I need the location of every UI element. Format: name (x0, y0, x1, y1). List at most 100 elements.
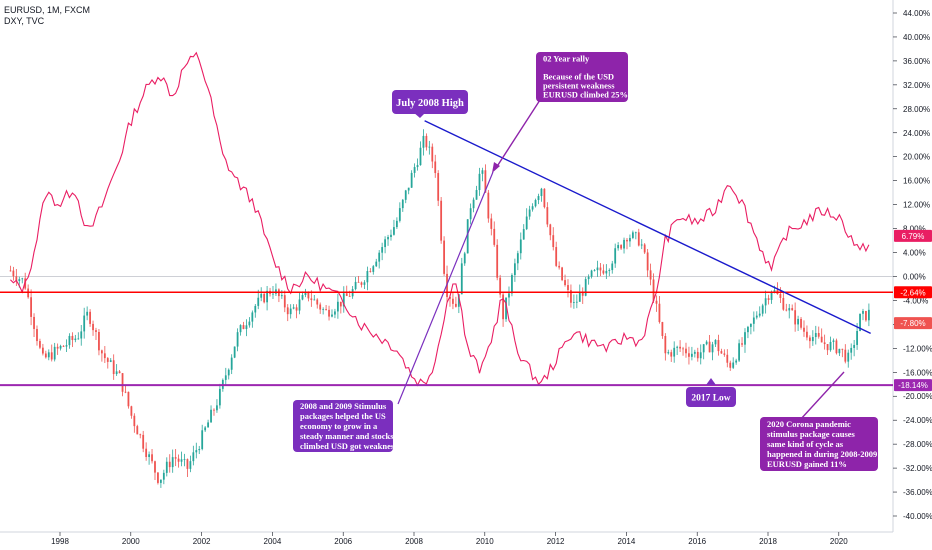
annotation-low-2017[interactable]: 2017 Low (686, 387, 736, 407)
candle-body (770, 291, 773, 300)
candle-body (292, 307, 295, 309)
rally-arrow (495, 99, 541, 169)
candle-body (357, 281, 360, 283)
candle-body (617, 245, 620, 249)
candle-body (218, 388, 221, 406)
dxy-last-badge-box (894, 229, 932, 242)
dxy-last-badge-text: 6.79% (902, 232, 925, 241)
candle-body (670, 352, 673, 357)
candle-body (661, 322, 664, 336)
annotation-line: steady manner and stocks (300, 431, 394, 441)
y-tick-label: 40.00% (903, 33, 930, 42)
candle-body (422, 135, 425, 148)
y-tick-label: -36.00% (903, 488, 932, 497)
candle-body (552, 235, 555, 248)
candle-body (493, 228, 496, 245)
candle-body (189, 461, 192, 469)
candle-body (9, 270, 12, 272)
candle-body (162, 472, 165, 480)
y-tick-label: 4.00% (903, 249, 926, 258)
candle-body (112, 360, 115, 375)
y-axis[interactable]: 44.00% 40.00% 36.00% 32.00% 28.00% 24.00% 20.0… (893, 9, 932, 521)
symbol-label[interactable]: EURUSD, 1M, FXCM (4, 5, 91, 15)
candle-body (62, 345, 65, 347)
x-tick-label: 2008 (405, 537, 423, 546)
candle-body (755, 315, 758, 318)
annotation-box (760, 417, 878, 471)
candle-body (823, 342, 826, 345)
annotation-july-high[interactable]: July 2008 High (392, 90, 468, 114)
candle-body (528, 209, 531, 217)
candle-body (611, 263, 614, 271)
annotation-rally[interactable]: 02 Year rally Because of the USDpersisten… (536, 52, 628, 102)
candle-body (375, 261, 378, 267)
annotation-line: same kind of cycle as (767, 439, 844, 449)
candle-body (867, 309, 870, 321)
candle-body (685, 348, 687, 354)
dxy-last-badge[interactable]: 6.79% (894, 229, 932, 242)
y-tick-label: -20.00% (903, 392, 932, 401)
annotation-line: stimulus package causes (767, 429, 856, 439)
candle-body (646, 252, 649, 271)
candle-body (369, 271, 372, 272)
candle-body (596, 267, 599, 271)
candle-body (490, 218, 493, 229)
candle-body (425, 135, 428, 148)
candle-body (440, 200, 443, 241)
candle-body (148, 454, 150, 458)
candle-body (605, 270, 608, 274)
candle-body (363, 282, 366, 285)
candle-body (395, 220, 398, 228)
candle-body (56, 346, 59, 349)
candle-body (540, 188, 543, 197)
candle-body (516, 253, 519, 264)
red-level-badge-box (894, 286, 932, 299)
candle-body (106, 358, 109, 362)
candle-body (77, 338, 80, 340)
candle-body (98, 331, 100, 351)
candle-body (53, 346, 56, 360)
dxy-series-line[interactable] (10, 51, 870, 387)
candle-body (210, 409, 212, 423)
candle-body (452, 298, 454, 304)
candle-body (378, 252, 381, 262)
candle-body (307, 291, 310, 299)
downtrend-line[interactable] (424, 120, 871, 334)
purple-level-badge[interactable]: -18.14% (894, 379, 932, 392)
x-tick-label: 2018 (759, 537, 777, 546)
x-tick-label: 2014 (618, 537, 636, 546)
candle-body (322, 309, 325, 310)
candle-body (469, 208, 472, 220)
candle-body (103, 353, 106, 359)
candle-body (499, 277, 502, 295)
candle-body (339, 301, 342, 307)
x-tick-label: 2002 (193, 537, 211, 546)
candle-body (254, 305, 257, 313)
candle-body (227, 369, 230, 376)
candle-body (157, 472, 159, 483)
candle-body (814, 333, 817, 338)
eurusd-last-badge[interactable]: -7.80% (894, 317, 932, 330)
candle-body (850, 347, 853, 353)
eurusd-last-badge-text: -7.80% (900, 319, 925, 328)
candle-body (192, 452, 195, 462)
candle-body (443, 240, 445, 274)
candle-body (59, 345, 62, 349)
candle-body (272, 293, 274, 295)
candle-body (797, 318, 799, 325)
candle-body (481, 170, 484, 174)
candle-body (431, 146, 434, 162)
candle-body (508, 293, 510, 298)
x-tick-label: 2006 (334, 537, 352, 546)
x-axis[interactable]: 1998 2000 2002 2004 2006 2008 2010 2012 2014 2016… (51, 532, 848, 546)
red-level-badge[interactable]: -2.64% (894, 286, 932, 299)
candle-body (531, 206, 534, 210)
compare-symbol-label[interactable]: DXY, TVC (4, 16, 45, 26)
candle-body (732, 362, 735, 368)
candle-body (428, 146, 431, 148)
candle-body (749, 323, 752, 327)
chart-legend: EURUSD, 1M, FXCM DXY, TVC (4, 5, 90, 27)
